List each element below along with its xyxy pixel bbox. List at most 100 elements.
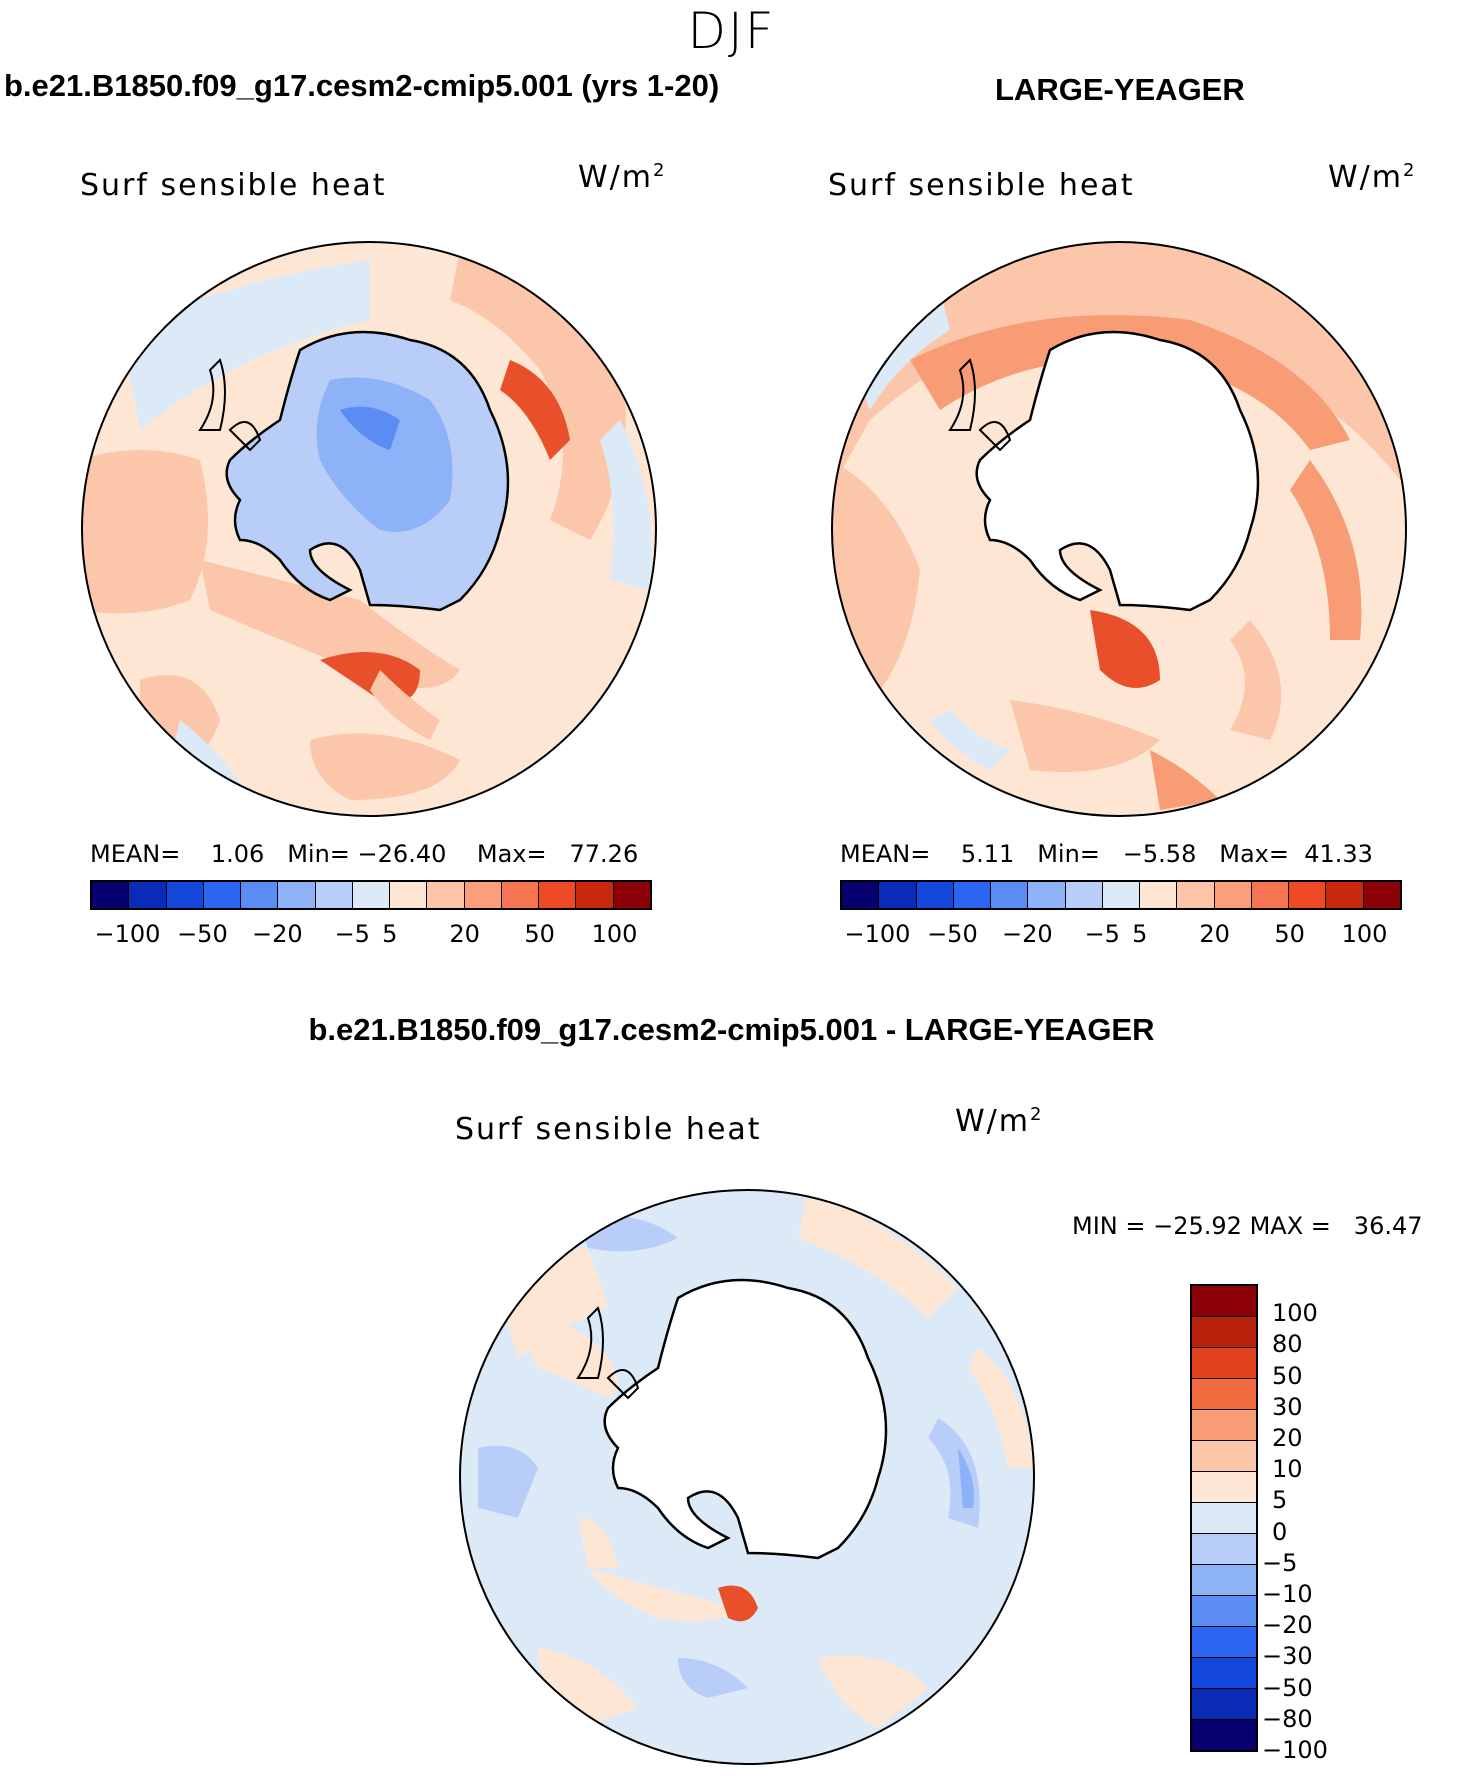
- colorbar-swatch: [916, 882, 954, 908]
- map-region: [930, 710, 1010, 770]
- colorbar-tick-label: 80: [1272, 1330, 1303, 1359]
- colorbar-tick-label: −10: [1262, 1580, 1313, 1608]
- colorbar-swatch: [1140, 882, 1178, 908]
- max-label: Max=: [476, 840, 547, 868]
- max-value: 36.47: [1353, 1212, 1423, 1240]
- map-region: [588, 1568, 738, 1622]
- colorbar-swatch: [1214, 882, 1252, 908]
- colorbar-tick-label: 50: [1272, 1361, 1303, 1390]
- panel-title-diff: b.e21.B1850.f09_g17.cesm2-cmip5.001 - LA…: [308, 1012, 1155, 1047]
- colorbar-obs: [840, 880, 1402, 910]
- colorbar-swatch: [1289, 882, 1327, 908]
- map-region: [340, 406, 400, 450]
- variable-label-obs: Surf sensible heat: [828, 168, 1135, 203]
- colorbar-swatch: [991, 882, 1029, 908]
- map-region: [1230, 620, 1282, 740]
- map-region: [968, 1348, 1033, 1468]
- map-region: [818, 1656, 928, 1728]
- colorbar-swatch: [842, 882, 880, 908]
- colorbar-swatch: [1326, 882, 1364, 908]
- max-value: 77.26: [569, 840, 639, 868]
- colorbar-tick-label: 20: [1272, 1424, 1303, 1452]
- panel-title-obs: LARGE-YEAGER: [995, 72, 1245, 107]
- colorbar-swatch: [1065, 882, 1103, 908]
- colorbar-tick-label: 100: [591, 920, 638, 948]
- colorbar-tick-label: −50: [927, 920, 978, 948]
- map-region: [718, 1585, 758, 1622]
- colorbar-tick-label: 30: [1272, 1392, 1303, 1421]
- variable-label-model: Surf sensible heat: [80, 168, 387, 203]
- colorbar-swatch: [129, 882, 167, 908]
- colorbar-tick-label: −30: [1262, 1642, 1313, 1671]
- colorbar-swatch: [1192, 1658, 1256, 1689]
- colorbar-swatch: [92, 882, 130, 908]
- map-region: [1150, 750, 1220, 810]
- max-label: MAX =: [1249, 1212, 1331, 1240]
- colorbar-swatch: [1177, 882, 1215, 908]
- colorbar-ticks-model: −100 −50 −20 −5 5 20 50 100: [90, 920, 652, 950]
- map-region: [478, 1445, 538, 1518]
- colorbar-swatch: [1192, 1503, 1256, 1534]
- panel-title-model: b.e21.B1850.f09_g17.cesm2-cmip5.001 (yrs…: [4, 68, 720, 103]
- colorbar-swatch: [1192, 1348, 1256, 1379]
- map-region: [600, 420, 652, 590]
- map-region: [120, 260, 370, 430]
- colorbar-swatch: [1363, 882, 1400, 908]
- units-label-diff: W/m2: [955, 1104, 1044, 1139]
- colorbar-swatch: [203, 882, 242, 908]
- stats-model: MEAN= 1.06 Min= −26.40 Max= 77.26: [90, 840, 638, 868]
- polar-map-model: [81, 241, 657, 817]
- colorbar-tick-label: −80: [1262, 1704, 1313, 1733]
- colorbar-tick-label: 0: [1272, 1517, 1288, 1546]
- colorbar-tick-label: 5: [382, 920, 398, 948]
- colorbar-swatch: [1192, 1534, 1256, 1565]
- colorbar-swatch: [1192, 1317, 1256, 1348]
- colorbar-swatch: [1192, 1627, 1256, 1658]
- colorbar-tick-label: −5: [1084, 920, 1120, 948]
- colorbar-swatch: [1102, 882, 1141, 908]
- mean-label: MEAN=: [90, 840, 181, 868]
- colorbar-tick-label: 5: [1272, 1486, 1288, 1515]
- colorbar-model: [90, 880, 652, 910]
- colorbar-swatch: [464, 882, 502, 908]
- min-value: −5.58: [1122, 840, 1197, 868]
- mean-value: 1.06: [210, 840, 265, 868]
- min-value: −26.40: [357, 840, 447, 868]
- colorbar-tick-label: 100: [1272, 1299, 1318, 1328]
- colorbar-tick-label: 20: [449, 920, 480, 948]
- colorbar-tick-label: 100: [1341, 920, 1388, 948]
- stats-obs: MEAN= 5.11 Min= −5.58 Max= 41.33: [840, 840, 1373, 868]
- colorbar-tick-label: 50: [1274, 920, 1305, 948]
- colorbar-tick-label: −100: [94, 920, 161, 948]
- colorbar-swatch: [315, 882, 353, 908]
- min-label: Min=: [287, 840, 350, 868]
- map-region: [1010, 700, 1160, 772]
- colorbar-swatch: [1192, 1720, 1256, 1750]
- map-region: [850, 290, 950, 410]
- colorbar-swatch: [166, 882, 204, 908]
- colorbar-tick-label: −100: [844, 920, 911, 948]
- map-region: [798, 1190, 958, 1318]
- units-label-obs: W/m2: [1328, 160, 1417, 195]
- map-region: [958, 1448, 974, 1508]
- map-region: [1090, 610, 1160, 688]
- colorbar-swatch: [1192, 1286, 1256, 1317]
- max-value: 41.33: [1304, 840, 1373, 868]
- colorbar-swatch: [501, 882, 540, 908]
- colorbar-swatch: [427, 882, 465, 908]
- colorbar-tick-label: −50: [177, 920, 228, 948]
- colorbar-swatch: [1192, 1472, 1256, 1503]
- colorbar-swatch: [1192, 1596, 1256, 1627]
- map-region: [200, 560, 460, 688]
- colorbar-tick-label: 10: [1272, 1455, 1303, 1484]
- min-value: −25.92: [1153, 1212, 1242, 1240]
- colorbar-swatch: [953, 882, 992, 908]
- colorbar-tick-label: −5: [1262, 1548, 1298, 1577]
- colorbar-swatch: [352, 882, 391, 908]
- map-region: [310, 733, 460, 800]
- season-title: DJF: [687, 2, 776, 60]
- colorbar-tick-label: −50: [1262, 1673, 1313, 1702]
- map-region: [518, 1322, 618, 1398]
- colorbar-tick-label: 50: [524, 920, 555, 948]
- mean-label: MEAN=: [840, 840, 931, 868]
